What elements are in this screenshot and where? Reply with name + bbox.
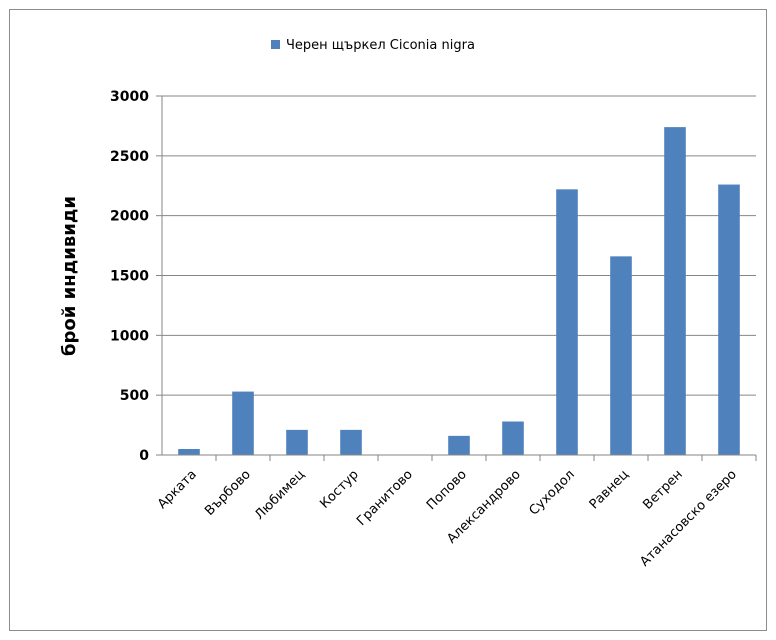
bar-1 (178, 449, 200, 455)
x-tick-label: Костур (317, 467, 361, 511)
bar-10 (664, 127, 686, 455)
y-tick-label: 1500 (110, 269, 149, 285)
bar-2 (232, 391, 254, 455)
y-tick-label: 2000 (110, 209, 149, 225)
x-tick-label: Ветрен (640, 467, 685, 512)
legend: Черен щъркел Ciconia nigra (271, 38, 475, 53)
y-tick-label: 0 (139, 448, 149, 464)
bar-7 (502, 421, 524, 455)
x-tick-label: Равнец (587, 467, 632, 512)
chart-frame (9, 9, 767, 631)
y-axis-label: брой индивиди (59, 196, 80, 356)
y-tick-label: 3000 (110, 89, 149, 105)
x-tick-label: Любимец (252, 467, 308, 523)
x-tick-label: Суходол (526, 467, 577, 518)
bar-4 (340, 429, 362, 455)
legend-label: Черен щъркел Ciconia nigra (286, 38, 475, 53)
x-tick-label: Върбово (202, 467, 254, 519)
legend-swatch (271, 40, 280, 49)
bar-6 (448, 435, 470, 455)
bars (178, 127, 740, 455)
bar-9 (610, 256, 632, 455)
y-tick-labels: 0 500 1000 1500 2000 2500 3000 (110, 89, 149, 464)
y-tick-label: 2500 (110, 149, 149, 165)
bar-8 (556, 189, 578, 455)
y-tick-label: 1000 (110, 328, 149, 344)
gridlines (156, 95, 756, 456)
bar-3 (286, 429, 308, 455)
x-tick-label: Попово (424, 467, 470, 513)
x-tick-label: Арката (155, 467, 200, 512)
y-tick-label: 500 (120, 388, 149, 404)
x-tick-label: Атанасовско езеро (637, 467, 739, 569)
bar-11 (718, 184, 740, 455)
x-tick-label: Гранитово (354, 467, 416, 529)
